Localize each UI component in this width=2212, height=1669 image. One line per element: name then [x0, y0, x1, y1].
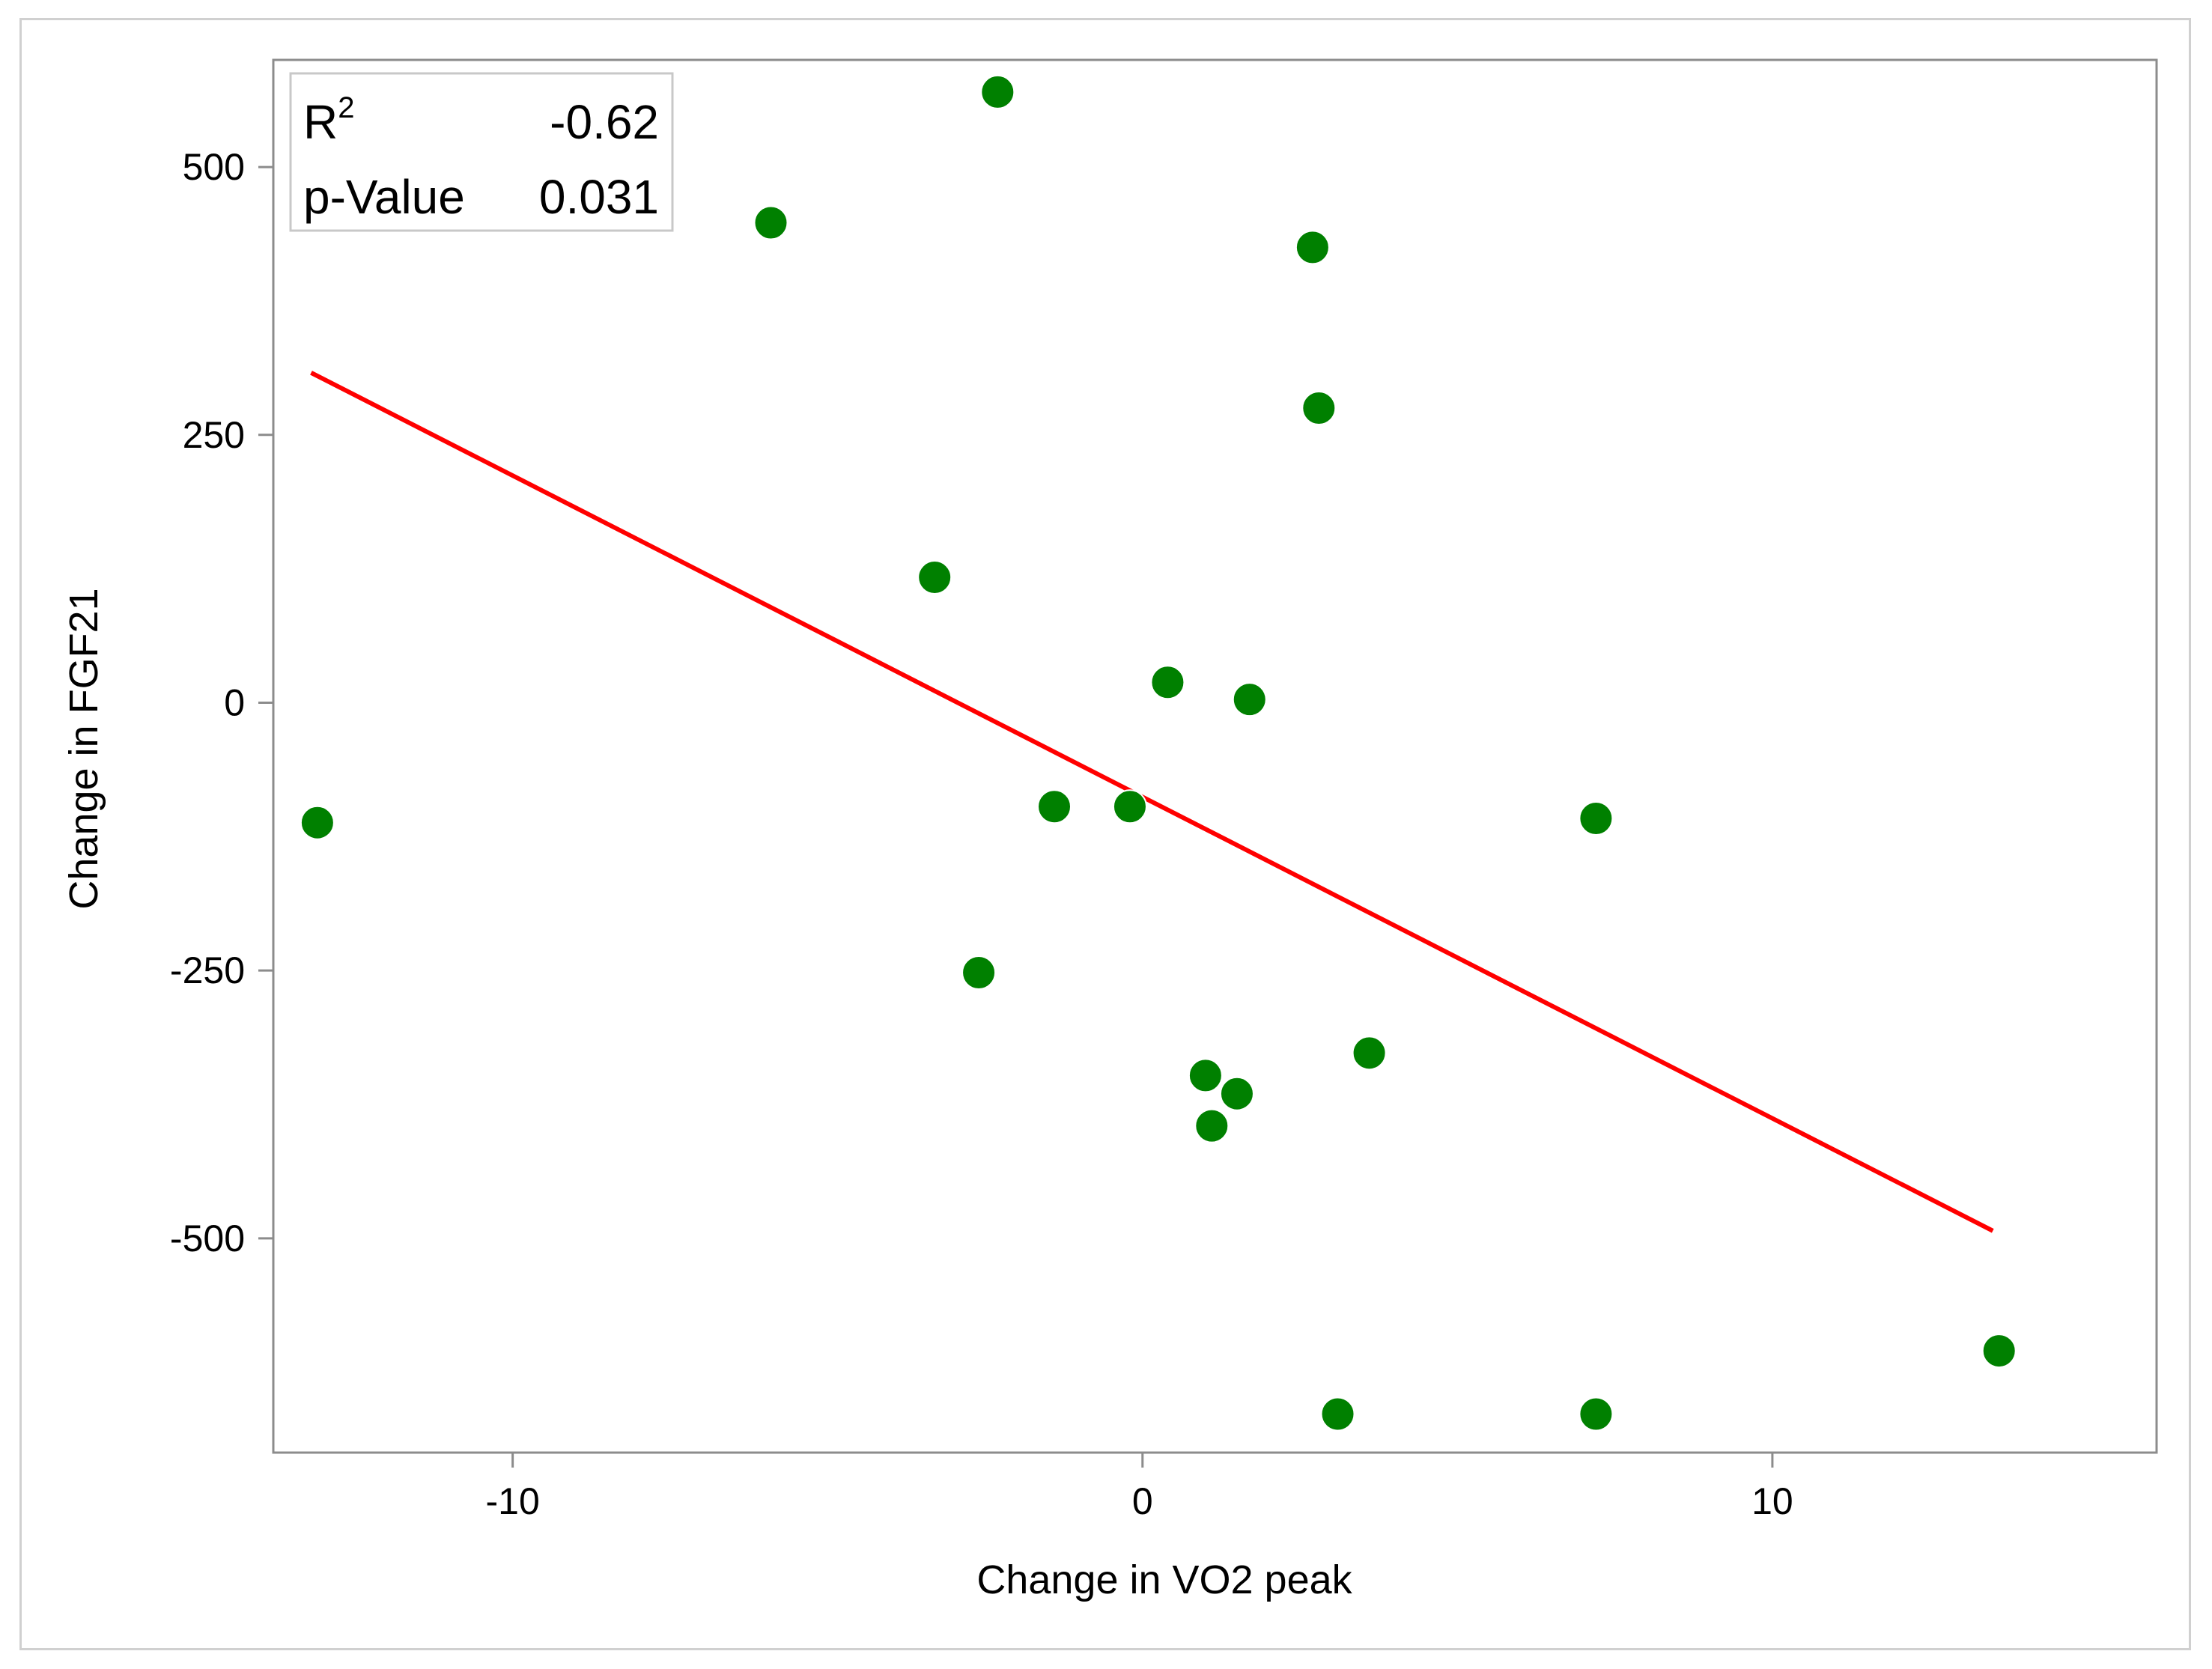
data-point: [1188, 1058, 1223, 1093]
data-point: [980, 74, 1015, 109]
regression-line: [310, 371, 1994, 1233]
data-point: [1301, 391, 1337, 425]
data-point: [1037, 789, 1072, 824]
data-point: [961, 955, 997, 991]
data-point: [1981, 1334, 2017, 1369]
y-axis-label: Change in FGF21: [61, 588, 106, 909]
y-tick-label: 0: [224, 681, 245, 723]
data-point: [917, 560, 952, 595]
y-tick-label: 250: [183, 414, 245, 456]
y-tick-label: -250: [170, 949, 245, 991]
data-point: [1579, 800, 1614, 836]
r2-label: R2: [303, 91, 354, 149]
data-point: [300, 805, 335, 840]
x-tick-label: 0: [1132, 1480, 1153, 1522]
data-point: [1112, 789, 1147, 824]
axis-ticks: -10 0 10 500 250 0 -250 -500: [170, 146, 1793, 1522]
data-point: [1219, 1076, 1254, 1111]
data-point: [1150, 665, 1185, 700]
p-value-label: p-Value: [303, 170, 465, 224]
data-point: [1579, 1396, 1614, 1432]
stats-box: R2 -0.62 p-Value 0.031: [289, 72, 674, 232]
data-point: [1352, 1036, 1387, 1071]
y-tick-label: -500: [170, 1217, 245, 1259]
r2-label-superscript: 2: [338, 91, 354, 124]
plot-area: [272, 58, 2158, 1454]
r2-value: -0.62: [550, 95, 659, 149]
p-value: 0.031: [539, 170, 659, 224]
data-point: [1295, 230, 1330, 265]
data-point: [1320, 1396, 1355, 1432]
data-point: [1232, 682, 1267, 717]
x-tick-label: 10: [1751, 1480, 1793, 1522]
data-point: [753, 205, 789, 240]
r2-label-text: R: [303, 95, 338, 149]
x-tick-label: -10: [485, 1480, 539, 1522]
stats-box-frame: [289, 72, 674, 232]
data-point: [1194, 1108, 1230, 1143]
data-points: [300, 74, 2017, 1432]
x-axis-label: Change in VO2 peak: [976, 1557, 1352, 1602]
figure-frame: [19, 18, 2191, 1650]
y-tick-label: 500: [183, 146, 245, 188]
